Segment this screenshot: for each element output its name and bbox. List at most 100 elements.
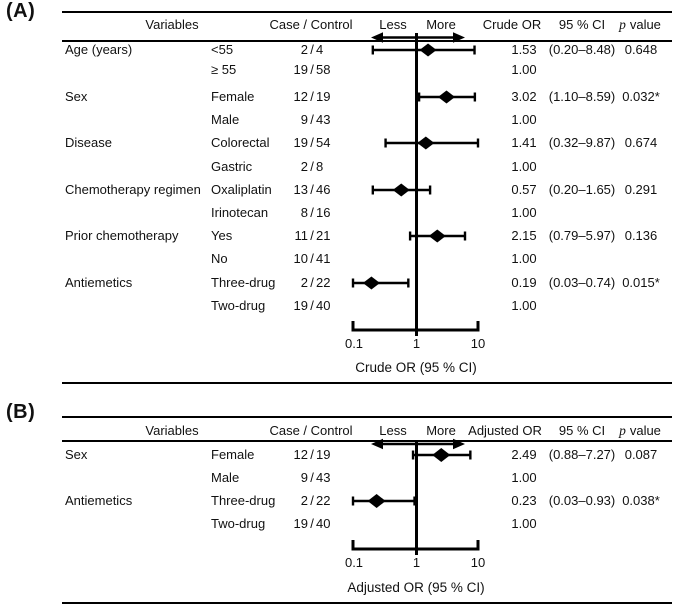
- row-slash: /: [310, 470, 314, 485]
- row-case-count: 8: [300, 205, 308, 220]
- arrow-right-head: [453, 32, 465, 43]
- row-slash: /: [310, 182, 314, 197]
- row-slash: /: [310, 89, 314, 104]
- row-group-label: Age (years): [65, 42, 133, 57]
- row-p-value: 0.015*: [622, 275, 660, 290]
- row-level-label: Oxaliplatin: [211, 182, 272, 197]
- row-or-value: 0.57: [511, 182, 537, 197]
- row-case-count: 11: [294, 228, 309, 243]
- row-or-value: 1.00: [511, 470, 537, 485]
- header-less: Less: [379, 423, 407, 438]
- row-group-label: Chemotherapy regimen: [65, 182, 201, 197]
- row-level-label: Irinotecan: [211, 205, 269, 220]
- row-control-count: 22: [316, 493, 331, 508]
- row-control-count: 43: [316, 112, 331, 127]
- row-slash: /: [310, 112, 314, 127]
- or-diamond-marker: [419, 43, 437, 57]
- row-p-value: 0.038*: [622, 493, 660, 508]
- header-adjusted-or: Adjusted OR: [468, 423, 542, 438]
- row-case-count: 2: [300, 42, 308, 57]
- row-control-count: 43: [316, 470, 331, 485]
- row-slash: /: [310, 447, 314, 462]
- axis-caption: Adjusted OR (95 % CI): [347, 580, 485, 595]
- axis-caption: Crude OR (95 % CI): [355, 360, 477, 375]
- row-or-value: 1.00: [511, 251, 537, 266]
- header-case-control: Case / Control: [269, 423, 353, 438]
- row-or-value: 1.41: [511, 135, 537, 150]
- row-or-value: 1.00: [511, 205, 537, 220]
- row-group-label: Antiemetics: [65, 493, 133, 508]
- arrow-left-head: [371, 32, 383, 43]
- row-ci-value: (0.32–9.87): [548, 135, 616, 150]
- row-level-label: Gastric: [211, 159, 253, 174]
- header-ci: 95 % CI: [558, 17, 606, 32]
- header-less: Less: [379, 17, 407, 32]
- row-case-count: 2: [300, 493, 308, 508]
- row-control-count: 41: [316, 251, 331, 266]
- axis-tick-label: 1: [412, 555, 421, 570]
- row-case-count: 19: [293, 516, 308, 531]
- row-ci-value: (0.03–0.74): [548, 275, 616, 290]
- row-case-count: 9: [300, 112, 308, 127]
- row-slash: /: [310, 275, 314, 290]
- row-or-value: 2.15: [511, 228, 537, 243]
- row-control-count: 21: [316, 228, 331, 243]
- row-level-label: Two-drug: [211, 298, 266, 313]
- row-group-label: Sex: [65, 89, 88, 104]
- row-level-label: Female: [211, 89, 255, 104]
- row-control-count: 40: [316, 516, 331, 531]
- header-more: More: [426, 17, 456, 32]
- row-level-label: No: [211, 251, 228, 266]
- arrow-left-head: [371, 438, 383, 450]
- row-control-count: 22: [316, 275, 331, 290]
- row-p-value: 0.291: [624, 182, 658, 197]
- row-level-label: Female: [211, 447, 255, 462]
- row-p-value: 0.648: [624, 42, 658, 57]
- row-level-label: ≥ 55: [211, 62, 237, 77]
- row-level-label: Male: [211, 112, 240, 127]
- row-p-value: 0.136: [624, 228, 658, 243]
- row-control-count: 40: [316, 298, 331, 313]
- row-level-label: Two-drug: [211, 516, 266, 531]
- header-p-value: p value: [619, 423, 661, 439]
- row-or-value: 1.00: [511, 298, 537, 313]
- p-italic: p: [619, 423, 626, 438]
- p-word: value: [629, 423, 661, 438]
- row-or-value: 1.00: [511, 62, 537, 77]
- row-slash: /: [310, 493, 314, 508]
- row-case-count: 19: [293, 298, 308, 313]
- panel-label: (B): [6, 401, 36, 423]
- row-case-count: 12: [293, 89, 308, 104]
- row-case-count: 2: [300, 159, 308, 174]
- row-ci-value: (0.88–7.27): [548, 447, 616, 462]
- row-slash: /: [310, 159, 314, 174]
- header-variables: Variables: [145, 423, 199, 438]
- row-group-label: Prior chemotherapy: [65, 228, 179, 243]
- row-level-label: Male: [211, 470, 240, 485]
- header-ci: 95 % CI: [558, 423, 606, 438]
- or-diamond-marker: [417, 136, 435, 150]
- row-or-value: 0.23: [511, 493, 537, 508]
- header-variables: Variables: [145, 17, 199, 32]
- row-case-count: 2: [300, 275, 308, 290]
- row-ci-value: (0.79–5.97): [548, 228, 616, 243]
- header-more: More: [426, 423, 456, 438]
- row-or-value: 1.53: [511, 42, 537, 57]
- row-slash: /: [310, 62, 314, 77]
- row-or-value: 1.00: [511, 112, 537, 127]
- row-group-label: Antiemetics: [65, 275, 133, 290]
- or-diamond-marker: [367, 494, 386, 508]
- row-control-count: 8: [316, 159, 324, 174]
- row-control-count: 19: [316, 447, 331, 462]
- axis-tick-label: 0.1: [344, 555, 364, 570]
- row-p-value: 0.032*: [622, 89, 660, 104]
- row-or-value: 1.00: [511, 159, 537, 174]
- header-case-control: Case / Control: [269, 17, 353, 32]
- row-case-count: 10: [293, 251, 308, 266]
- row-or-value: 0.19: [511, 275, 537, 290]
- row-level-label: Three-drug: [211, 493, 276, 508]
- axis-tick-label: 1: [412, 336, 421, 351]
- row-level-label: Three-drug: [211, 275, 276, 290]
- row-ci-value: (0.03–0.93): [548, 493, 616, 508]
